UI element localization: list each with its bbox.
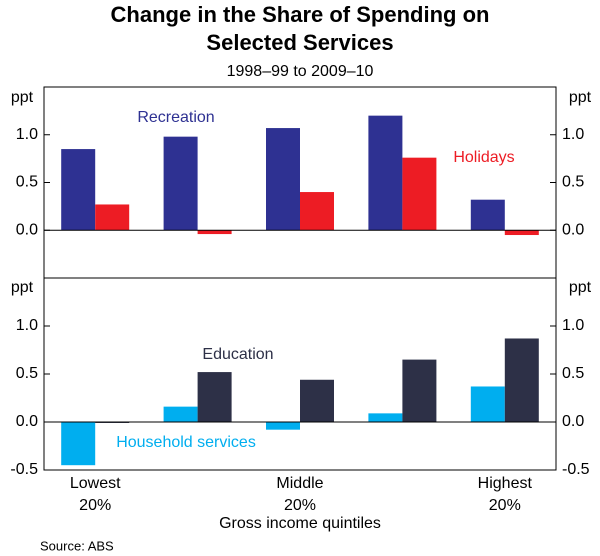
bar — [163, 136, 198, 231]
y-tick-label: -0.5 — [562, 461, 590, 478]
y-tick-label: 0.0 — [562, 221, 584, 238]
y-unit: ppt — [569, 279, 592, 296]
y-tick-label: 1.0 — [562, 126, 584, 143]
bar — [368, 115, 403, 231]
y-tick-label: 0.0 — [562, 413, 584, 430]
x-tick-label: Highest — [478, 475, 533, 492]
x-tick-label: 20% — [79, 497, 111, 514]
x-tick-label: 20% — [284, 497, 316, 514]
bar — [266, 422, 300, 430]
x-tick-label: 20% — [489, 497, 521, 514]
source: Source: ABS — [40, 538, 114, 553]
bar — [197, 372, 232, 422]
bar — [95, 204, 130, 231]
x-tick-label: Lowest — [70, 475, 121, 492]
bar — [266, 128, 300, 231]
series-label: Holidays — [453, 149, 514, 166]
series-label: Education — [202, 346, 273, 363]
bar — [300, 192, 334, 231]
y-tick-label: 0.5 — [16, 174, 38, 191]
bar — [61, 149, 96, 231]
y-tick-label: 0.0 — [16, 221, 38, 238]
bar — [470, 386, 505, 422]
chart-title: Selected Services — [206, 30, 393, 55]
bar — [300, 379, 334, 422]
y-tick-label: 1.0 — [562, 317, 584, 334]
y-unit: ppt — [569, 89, 592, 106]
bar — [61, 422, 96, 466]
y-unit: ppt — [11, 279, 34, 296]
chart-title: Change in the Share of Spending on — [111, 2, 490, 27]
y-tick-label: 1.0 — [16, 317, 38, 334]
bar — [504, 230, 539, 236]
bar — [402, 359, 437, 422]
bar — [402, 157, 437, 231]
bar — [163, 406, 198, 422]
series-label: Recreation — [137, 109, 214, 126]
y-tick-label: 0.5 — [16, 365, 38, 382]
chart-subtitle: 1998–99 to 2009–10 — [227, 63, 374, 80]
bar — [504, 338, 539, 422]
x-tick-label: Middle — [276, 475, 323, 492]
x-axis-label: Gross income quintiles — [219, 515, 381, 532]
bar — [470, 199, 505, 231]
y-tick-label: 1.0 — [16, 126, 38, 143]
series-label: Household services — [116, 434, 256, 451]
y-tick-label: 0.5 — [562, 365, 584, 382]
y-unit: ppt — [11, 89, 34, 106]
y-tick-label: 0.5 — [562, 174, 584, 191]
y-tick-label: -0.5 — [10, 461, 38, 478]
bar — [368, 413, 403, 422]
bar — [197, 230, 232, 235]
y-tick-label: 0.0 — [16, 413, 38, 430]
